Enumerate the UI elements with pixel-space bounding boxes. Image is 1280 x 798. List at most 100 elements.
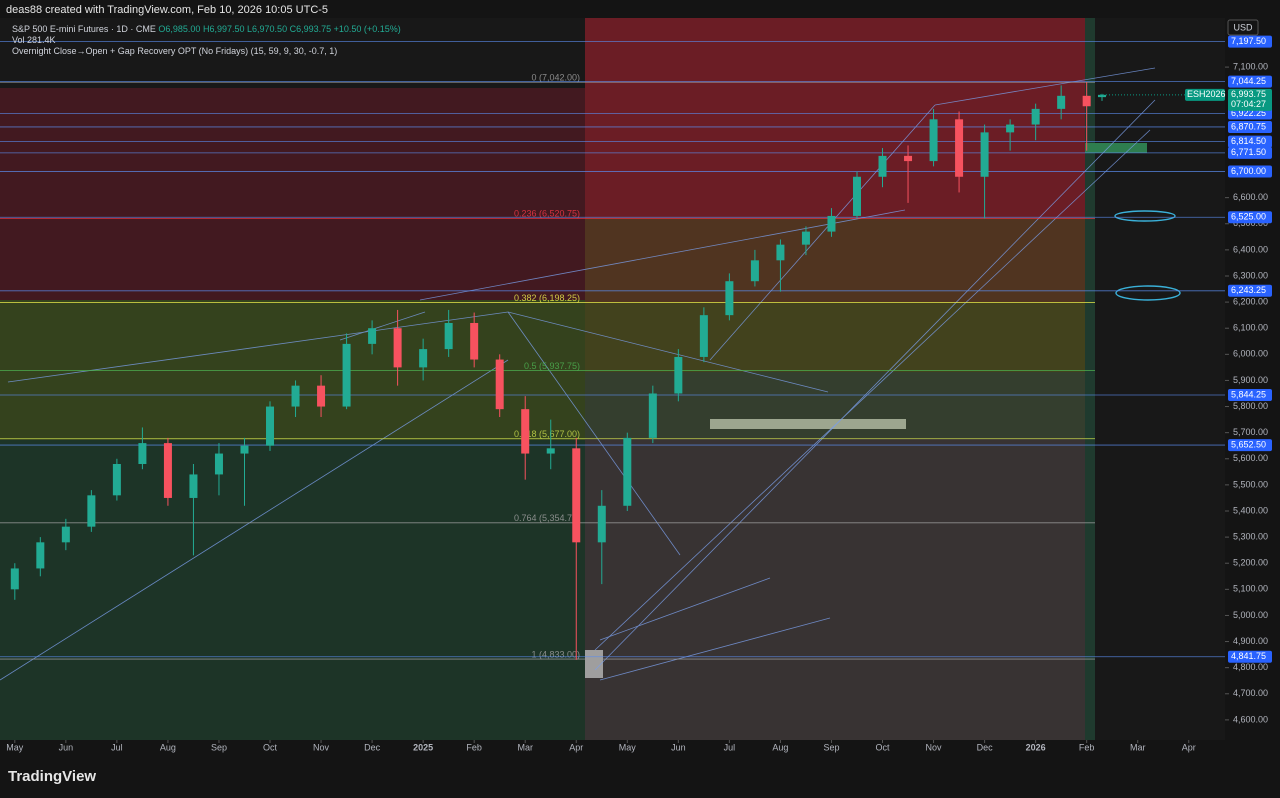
level-tag [1228, 439, 1272, 452]
candle-body [852, 176, 861, 216]
y-tick-label: 5,700.00 [1233, 427, 1268, 437]
candle-body [648, 393, 657, 438]
candle-body [112, 463, 121, 496]
x-tick-label: Feb [1079, 742, 1095, 752]
y-tick-label: 5,200.00 [1233, 558, 1268, 568]
level-tag [1228, 211, 1272, 224]
candle-body [674, 356, 683, 394]
candle-body [189, 474, 198, 498]
candle-body [1082, 95, 1091, 107]
candle-body [750, 260, 759, 282]
candle-body [1031, 108, 1040, 125]
candle-body [240, 445, 249, 454]
level-tag [1228, 650, 1272, 663]
trend-lines [0, 67, 1156, 681]
level-tag [1228, 120, 1272, 133]
y-tick-label: 5,800.00 [1233, 401, 1268, 411]
marker-ellipses [1114, 210, 1181, 301]
currency: USD [1233, 22, 1253, 32]
fib-label: 0.236 (6,520.75) [514, 209, 580, 219]
candle-body [87, 495, 96, 527]
candle-body [827, 215, 836, 232]
x-tick-label: Nov [313, 742, 330, 752]
level-tag [1228, 146, 1272, 159]
x-tick-label: Oct [263, 742, 278, 752]
candle-body [572, 448, 581, 543]
level-label: 7,197.50 [1231, 36, 1266, 46]
level-label: 6,243.25 [1231, 285, 1266, 295]
volume: Vol 281.4K [12, 35, 56, 45]
candle-body [955, 119, 964, 177]
fib-label: 0.382 (6,198.25) [514, 293, 580, 303]
candle-body [904, 155, 913, 162]
zone [0, 88, 585, 300]
candle-body [929, 119, 938, 162]
last-price-tag [1228, 88, 1272, 111]
box [1085, 143, 1147, 153]
candle-body [317, 385, 326, 407]
candle-body [393, 328, 402, 368]
y-tick-label: 6,400.00 [1233, 244, 1268, 254]
symbol-tag [1185, 88, 1225, 101]
x-tick-label: May [6, 742, 24, 752]
level-label: 5,652.50 [1231, 439, 1266, 449]
level-label: 6,771.50 [1231, 147, 1266, 157]
ohlc-open: O6,985.00 [158, 24, 201, 34]
brand: TradingView [8, 768, 97, 785]
x-tick-label: Nov [926, 742, 943, 752]
change: +10.50 (+0.15%) [333, 24, 401, 34]
level-label: 4,841.75 [1231, 651, 1266, 661]
x-tick-label: Jul [724, 742, 736, 752]
currency-box [1227, 19, 1259, 36]
candle-body [521, 409, 530, 454]
x-tick-label: May [619, 742, 637, 752]
candle-body [444, 322, 453, 350]
y-tick-label: 6,200.00 [1233, 296, 1268, 306]
x-tick-label: Apr [569, 742, 583, 752]
y-tick-label: 4,700.00 [1233, 688, 1268, 698]
level-label: 6,700.00 [1231, 166, 1266, 176]
zone [585, 218, 1085, 302]
ohlc-high: H6,997.50 [202, 24, 245, 34]
candle-body [10, 568, 19, 590]
y-tick-label: 5,300.00 [1233, 531, 1268, 541]
y-tick-label: 7,100.00 [1233, 61, 1268, 71]
level-tag [1228, 388, 1272, 401]
legend: S&P 500 E-mini Futures · 1D · CME O6,985… [12, 24, 401, 57]
zone [0, 440, 585, 740]
zone [585, 302, 1085, 372]
candle-body [36, 542, 45, 569]
level-label: 6,814.50 [1231, 136, 1266, 146]
x-tick-label: Apr [1182, 742, 1196, 752]
symbol-label: ESH2026 [1187, 89, 1226, 99]
candle-body [138, 443, 147, 464]
candle-body [1097, 94, 1106, 98]
x-tick-label: Sep [823, 742, 839, 752]
credit: deas88 created with TradingView.com, Feb… [6, 4, 329, 16]
fib-label: 0 (7,042.00) [531, 73, 580, 83]
y-tick-label: 5,100.00 [1233, 584, 1268, 594]
level-label: 6,525.00 [1231, 212, 1266, 222]
y-tick-label: 6,600.00 [1233, 192, 1268, 202]
zone [1085, 18, 1095, 740]
x-tick-label: Sep [211, 742, 227, 752]
box [710, 419, 906, 429]
indicator: Overnight Close→Open + Gap Recovery OPT … [12, 46, 338, 56]
candle-body [878, 155, 887, 177]
y-tick-label: 5,600.00 [1233, 453, 1268, 463]
candle-body [368, 328, 377, 344]
level-label: 7,044.25 [1231, 76, 1266, 86]
countdown: 07:04:27 [1231, 99, 1266, 109]
candle-body [495, 359, 504, 410]
candle-body [980, 132, 989, 177]
candle-body [342, 343, 351, 407]
x-tick-label: Dec [364, 742, 381, 752]
symbol-line: S&P 500 E-mini Futures · 1D · CME O6,985… [12, 24, 401, 35]
candle-body [266, 406, 275, 446]
level-tag [1228, 135, 1272, 148]
fib-label: 1 (4,833.00) [531, 649, 580, 659]
x-tick-label: 2025 [413, 742, 433, 752]
y-tick-label: 5,900.00 [1233, 375, 1268, 385]
candle-body [623, 437, 632, 506]
